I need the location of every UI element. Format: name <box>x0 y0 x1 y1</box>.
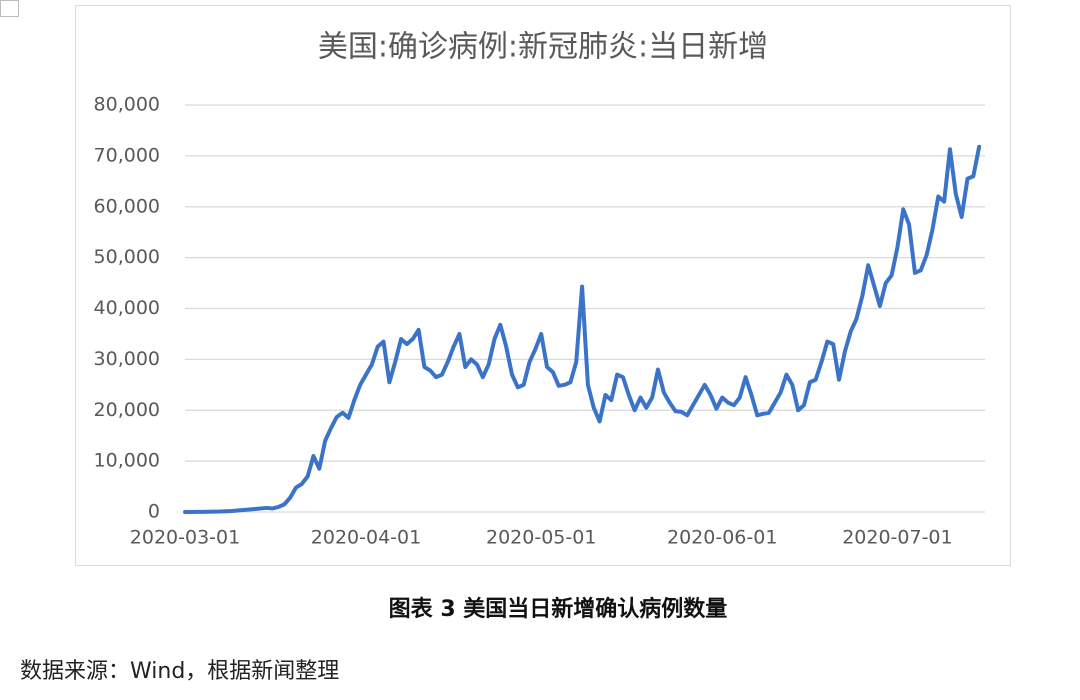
y-tick-label: 50,000 <box>94 246 160 268</box>
x-tick-label: 2020-06-01 <box>667 527 777 549</box>
x-tick-label: 2020-03-01 <box>130 527 240 549</box>
y-tick-label: 0 <box>148 501 160 523</box>
caption: 图表 3 美国当日新增确认病例数量 <box>389 596 728 622</box>
corner-mark <box>0 0 19 17</box>
y-tick-label: 80,000 <box>94 94 160 116</box>
x-tick-label: 2020-05-01 <box>486 527 596 549</box>
y-tick-label: 40,000 <box>94 297 160 319</box>
chart-title: 美国:确诊病例:新冠肺炎:当日新增 <box>318 30 768 65</box>
y-tick-label: 30,000 <box>94 348 160 370</box>
chart-frame <box>75 5 1011 566</box>
data-line <box>183 144 982 514</box>
y-tick-label: 20,000 <box>94 399 160 421</box>
plot-area: 0 10,000 20,000 30,000 40,000 50,000 60,000 70,… <box>94 94 985 549</box>
source-note: 数据来源：Wind，根据新闻整理 <box>20 659 339 684</box>
x-tick-label: 2020-07-01 <box>842 527 952 549</box>
x-tick-label: 2020-04-01 <box>311 527 421 549</box>
y-tick-label: 70,000 <box>94 144 160 166</box>
y-tick-label: 10,000 <box>94 450 160 472</box>
y-tick-label: 60,000 <box>94 195 160 217</box>
